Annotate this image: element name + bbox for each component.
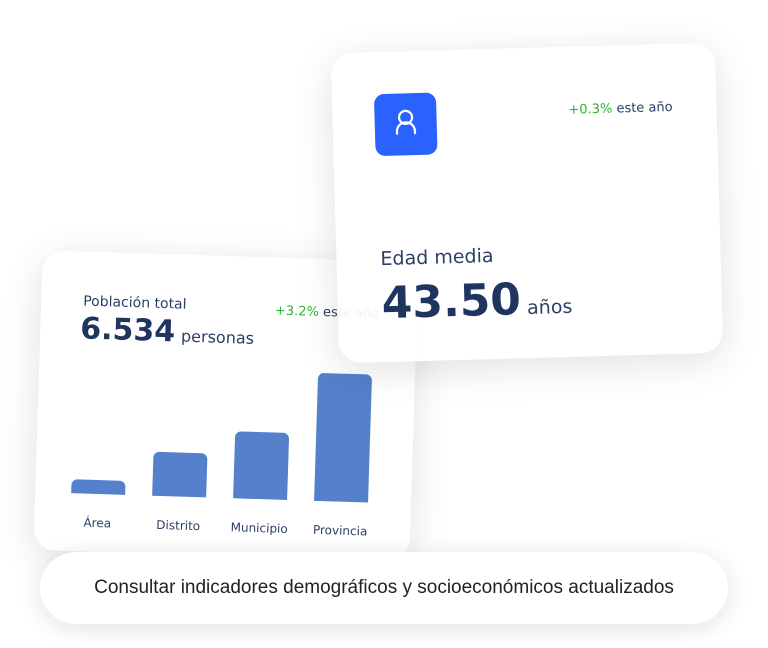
bar-label: Área — [83, 515, 112, 531]
user-icon — [373, 92, 438, 157]
population-title: Población total — [82, 293, 187, 313]
age-title: Edad media — [380, 244, 494, 271]
population-unit: personas — [180, 326, 255, 348]
age-change: +0.3% este año — [568, 100, 673, 118]
feature-banner: Consultar indicadores demográficos y soc… — [40, 552, 728, 624]
age-number: 43.50 — [381, 274, 522, 330]
banner-text: Consultar indicadores demográficos y soc… — [94, 577, 674, 598]
age-card: +0.3% este año Edad media 43.50 años — [330, 42, 724, 364]
bar-provincia — [314, 372, 373, 503]
age-unit: años — [526, 295, 573, 320]
bar-área — [71, 479, 126, 495]
bar-label: Municipio — [230, 520, 288, 536]
bar-municipio — [233, 431, 290, 500]
age-change-value: +0.3% — [568, 101, 613, 118]
population-value: 6.534 personas — [80, 311, 255, 351]
bar-distrito — [152, 452, 208, 498]
population-number: 6.534 — [79, 311, 176, 350]
age-change-label: este año — [616, 99, 673, 117]
population-change-value: +3.2% — [274, 303, 320, 320]
bar-label: Provincia — [312, 522, 368, 539]
bar-label: Distrito — [156, 517, 201, 534]
age-value: 43.50 años — [381, 273, 573, 329]
